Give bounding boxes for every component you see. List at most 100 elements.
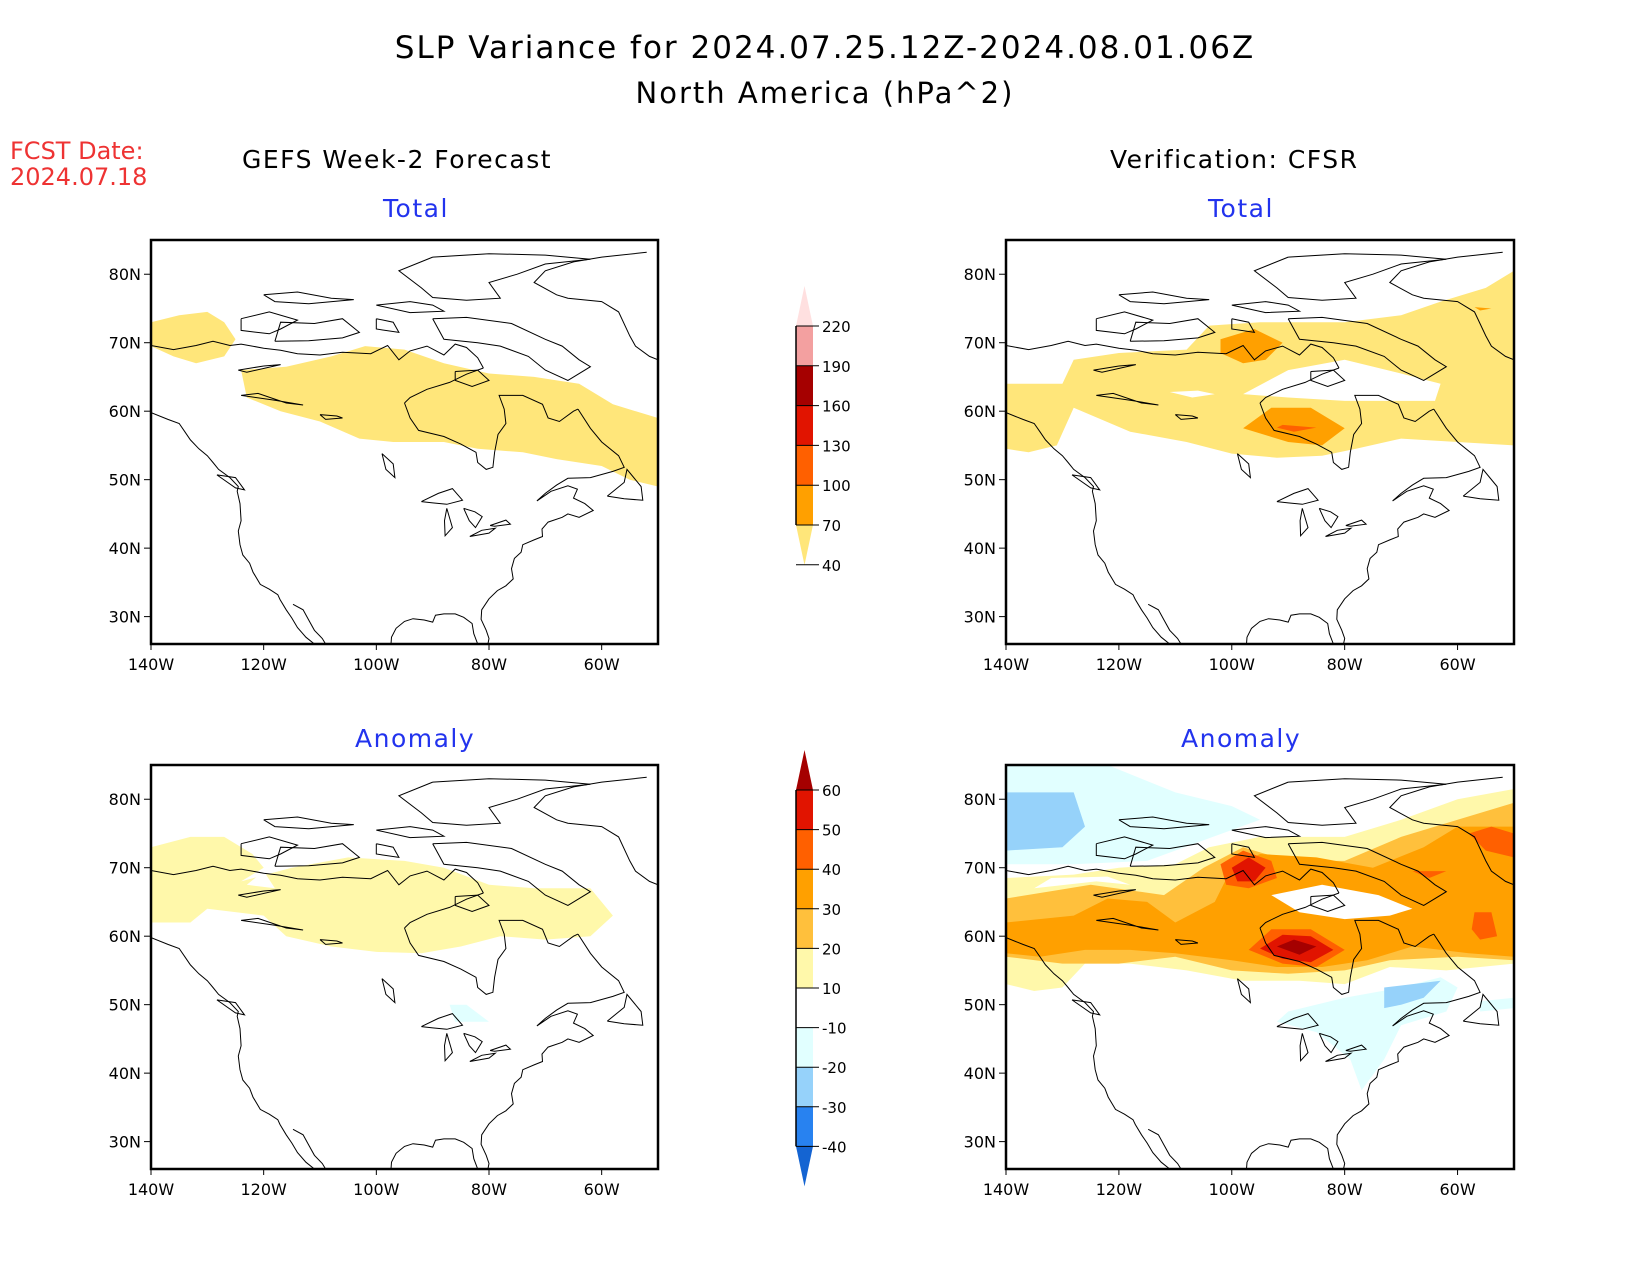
colorbar-label: 190	[822, 358, 851, 376]
coastline	[1310, 369, 1346, 388]
y-tick-label: 80N	[964, 790, 996, 809]
colorbar-extend-bottom	[796, 525, 813, 565]
coastline	[1006, 412, 1171, 644]
coastline	[1118, 291, 1210, 305]
y-tick-label: 80N	[109, 790, 141, 809]
coastline	[1259, 367, 1340, 404]
coastline	[1259, 919, 1435, 995]
coastline	[404, 892, 484, 929]
unshaded-region	[1034, 876, 1131, 889]
shaded-region--20--10	[449, 1004, 489, 1022]
colorbar-box	[796, 869, 813, 909]
coastline	[292, 603, 327, 644]
colorbar-label: 160	[822, 398, 851, 416]
coastline	[454, 894, 490, 913]
map-frame	[149, 763, 660, 1171]
coastline	[421, 488, 464, 505]
coastline	[397, 778, 591, 826]
coastline	[375, 318, 400, 334]
colorbar-box	[796, 1027, 813, 1068]
x-tick-label: 60W	[1439, 655, 1475, 674]
x-tick-label: 120W	[240, 655, 287, 674]
map-panel-gefs-anomaly: 80N 70N 60N 50N 40N 30N 140W 120W 100W 80W 60W	[109, 763, 660, 1199]
coastline	[1336, 933, 1481, 1169]
map-area	[1006, 765, 1514, 1169]
map-area	[1006, 251, 1514, 644]
coastline	[397, 253, 591, 301]
colorbar-extend-top	[796, 286, 813, 326]
coastline	[375, 843, 400, 859]
coastline	[1231, 318, 1256, 334]
colorbar-box	[796, 405, 813, 446]
coastline	[480, 933, 625, 1169]
forecast-date-value: 2024.07.18	[10, 163, 148, 191]
coastline	[1147, 1128, 1182, 1169]
coastline	[432, 316, 592, 381]
x-tick-label: 80W	[1327, 1180, 1363, 1199]
subtitle: North America (hPa^2)	[635, 76, 1015, 110]
y-tick-label: 30N	[964, 1133, 996, 1152]
unshaded-region	[246, 871, 275, 889]
colorbar-box	[796, 829, 813, 870]
coastline	[463, 1032, 483, 1054]
coastline	[216, 474, 246, 491]
coastline	[1129, 318, 1216, 342]
map-panel-cfsr-anomaly: 80N 70N 60N 50N 40N 30N 140W 120W 100W 80W 60W	[964, 763, 1516, 1199]
coastline	[404, 394, 579, 470]
colorbar-box	[796, 1106, 813, 1147]
y-tick-label: 60N	[964, 927, 996, 946]
coastline	[1336, 408, 1481, 644]
y-tick-label: 60N	[109, 402, 141, 421]
coastline	[390, 613, 479, 644]
coastline	[238, 889, 281, 898]
y-tick-label: 50N	[964, 996, 996, 1015]
coastline	[1006, 937, 1171, 1169]
coastline	[1318, 1032, 1339, 1054]
coastline	[1006, 340, 1340, 369]
coastline	[1345, 1044, 1368, 1052]
y-tick-label: 70N	[109, 859, 141, 878]
coastline	[381, 453, 396, 479]
coastline	[241, 392, 304, 406]
coastline	[469, 1052, 498, 1062]
map-frame	[1004, 238, 1516, 646]
panel-title-gefs-anomaly: Anomaly	[355, 724, 476, 753]
coastline	[1325, 1052, 1353, 1062]
panel-title-cfsr-anomaly: Anomaly	[1181, 724, 1302, 753]
coastline	[1287, 841, 1448, 906]
colorbar-label: 220	[822, 318, 851, 336]
coastline	[1462, 468, 1500, 501]
shaded-region-100-130	[1276, 424, 1317, 432]
x-tick-label: 60W	[584, 1180, 620, 1199]
coastline	[1006, 865, 1340, 894]
coastline	[240, 836, 299, 860]
coastline	[1253, 253, 1447, 301]
coastline	[480, 408, 625, 644]
coastline	[533, 251, 658, 361]
colorbar-label: 100	[822, 477, 851, 495]
colorbar-total: 220 190 160 130 100 70 40	[795, 286, 851, 575]
x-tick-label: 120W	[1096, 1180, 1143, 1199]
colorbar-box	[796, 1067, 813, 1107]
colorbar-label: 40	[822, 557, 841, 575]
y-tick-label: 40N	[964, 539, 996, 558]
colorbar-label: 130	[822, 437, 851, 455]
panel-title-gefs-total: Total	[383, 194, 449, 223]
coastline	[1071, 474, 1101, 491]
x-tick-label: 80W	[1327, 655, 1363, 674]
colorbar-box	[796, 948, 813, 988]
map-panel-cfsr-total: 80N 70N 60N 50N 40N 30N 140W 120W 100W 80W 60W	[964, 238, 1516, 674]
coastline	[381, 978, 396, 1004]
coastline	[1299, 1033, 1309, 1063]
y-tick-label: 40N	[109, 1064, 141, 1083]
map-panel-gefs-total: 80N 70N 60N 50N 40N 30N 140W 120W 100W 80W 60W	[109, 238, 660, 674]
coastline	[533, 776, 658, 886]
coastline	[1253, 778, 1447, 826]
colorbar-anomaly: 60 50 40 30 20 10 -10 -20 -30 -40	[795, 750, 847, 1187]
coastline	[421, 1013, 464, 1030]
colorbar-extend-top	[796, 750, 813, 790]
colorbar-box	[796, 365, 813, 406]
x-tick-label: 140W	[128, 1180, 175, 1199]
coastline	[1231, 301, 1302, 314]
